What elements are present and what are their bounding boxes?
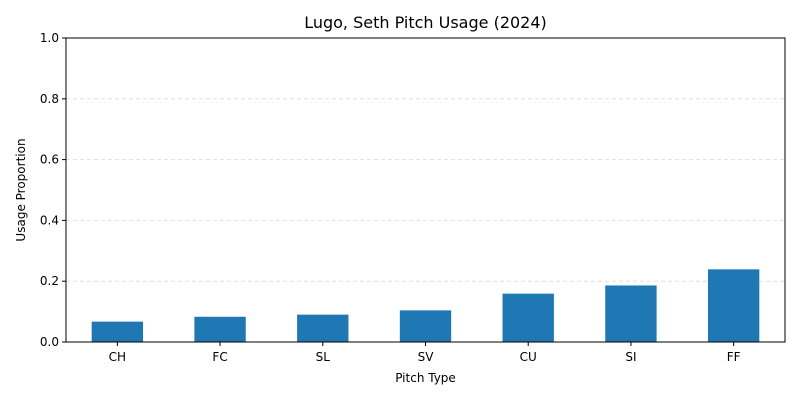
bars-layer — [91, 269, 760, 342]
y-tick-label: 1.0 — [40, 31, 59, 45]
y-tick-label: 0.2 — [40, 274, 59, 288]
x-tick-label: FC — [212, 350, 227, 364]
grid-layer — [66, 98, 785, 282]
y-axis: 0.0 0.2 0.4 0.6 0.8 1.0 — [40, 31, 66, 349]
x-tick-label: SL — [316, 350, 331, 364]
x-axis-label: Pitch Type — [395, 371, 456, 385]
x-tick-label: SI — [625, 350, 636, 364]
bar-sl — [297, 314, 349, 342]
bar-cu — [502, 293, 554, 342]
bar-ch — [91, 321, 144, 342]
y-tick-label: 0.8 — [40, 92, 59, 106]
x-tick-label: FF — [727, 350, 741, 364]
x-tick-label: CH — [109, 350, 126, 364]
x-axis: CH FC SL SV CU SI FF — [109, 342, 741, 364]
bar-fc — [194, 316, 246, 342]
bar-si — [605, 285, 657, 342]
y-tick-label: 0.4 — [40, 213, 59, 227]
bar-sv — [399, 310, 452, 342]
y-tick-label: 0.6 — [40, 153, 59, 167]
plot-frame — [65, 37, 786, 343]
bar-ff — [707, 269, 760, 342]
x-tick-label: SV — [418, 350, 435, 364]
chart-title: Lugo, Seth Pitch Usage (2024) — [304, 13, 547, 32]
y-axis-label: Usage Proportion — [14, 138, 28, 241]
y-tick-label: 0.0 — [40, 335, 59, 349]
x-tick-label: CU — [520, 350, 537, 364]
